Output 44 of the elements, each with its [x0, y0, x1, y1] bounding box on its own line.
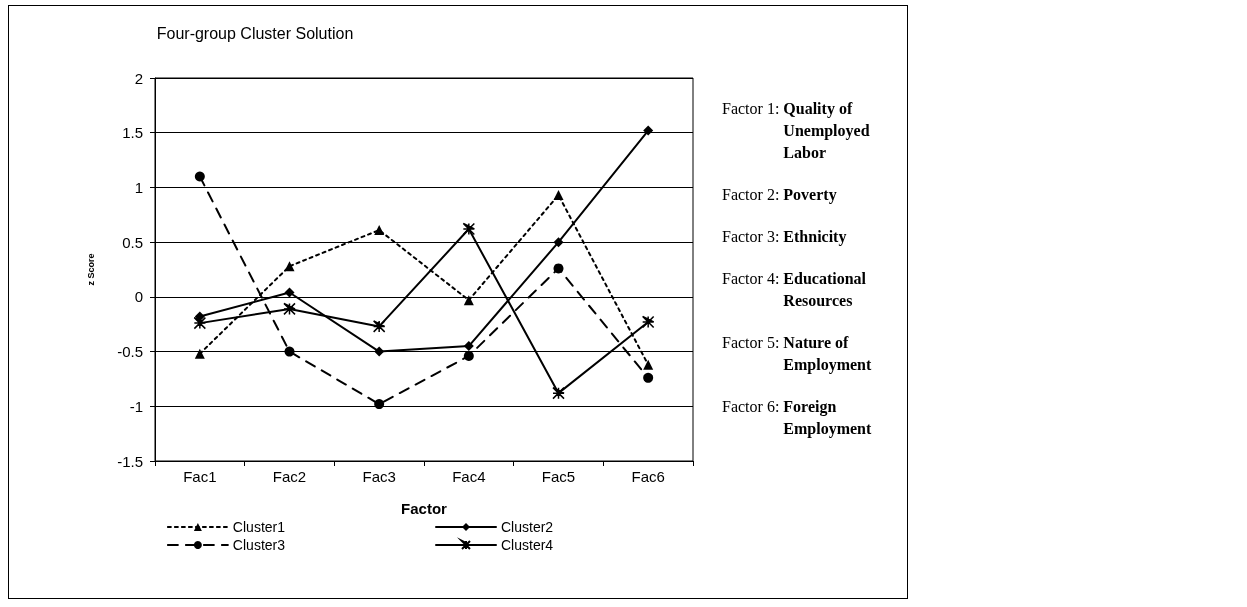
point [553, 237, 564, 248]
legend-label: Cluster4 [501, 537, 554, 553]
text: Factor 1: Quality of Unemployed Labor [722, 99, 871, 163]
point [284, 261, 295, 272]
y-tick-label: -0.5 [117, 343, 143, 361]
point [374, 399, 385, 410]
legend-label: Cluster2 [501, 519, 554, 535]
x-axis-title: Factor [401, 500, 448, 517]
legend-label: Cluster1 [232, 519, 286, 535]
point [643, 372, 654, 383]
point [193, 316, 207, 330]
y-tick-label: 0.5 [122, 233, 143, 251]
point [284, 287, 295, 298]
text: Factor 5: Nature of Employment [722, 333, 873, 376]
point [284, 346, 295, 357]
x-tick-label: Fac6 [631, 468, 665, 485]
point [374, 225, 385, 236]
x-tick-label: Fac3 [362, 468, 396, 485]
legend-label: Cluster3 [232, 537, 286, 553]
point [194, 171, 205, 182]
point [643, 359, 654, 370]
text: Factor 4: Educational Resources [722, 269, 867, 311]
x-tick-label: Fac2 [272, 468, 307, 485]
chart-title: Four-group Cluster Solution [156, 24, 354, 42]
y-tick-label: -1.5 [117, 452, 143, 470]
x-tick-label: Fac4 [452, 468, 486, 485]
text: Factor 6: Foreign Employment [722, 397, 873, 440]
y-axis-title: z Score [85, 253, 96, 286]
x-tick-label: Fac1 [183, 468, 217, 485]
text: Factor 2: Poverty [722, 185, 837, 206]
point [463, 295, 474, 306]
point [643, 125, 654, 136]
point [553, 190, 564, 201]
y-tick-label: -1 [129, 397, 143, 415]
point [374, 346, 385, 357]
point [463, 341, 474, 352]
y-tick-label: 0 [134, 288, 143, 306]
point [553, 263, 564, 274]
y-tick-label: 2 [134, 69, 143, 87]
point [194, 348, 205, 359]
y-tick-label: 1 [134, 178, 143, 196]
y-tick-label: 1.5 [122, 124, 143, 142]
x-tick-label: Fac5 [541, 468, 576, 485]
text: Factor 3: Ethnicity [722, 227, 847, 248]
